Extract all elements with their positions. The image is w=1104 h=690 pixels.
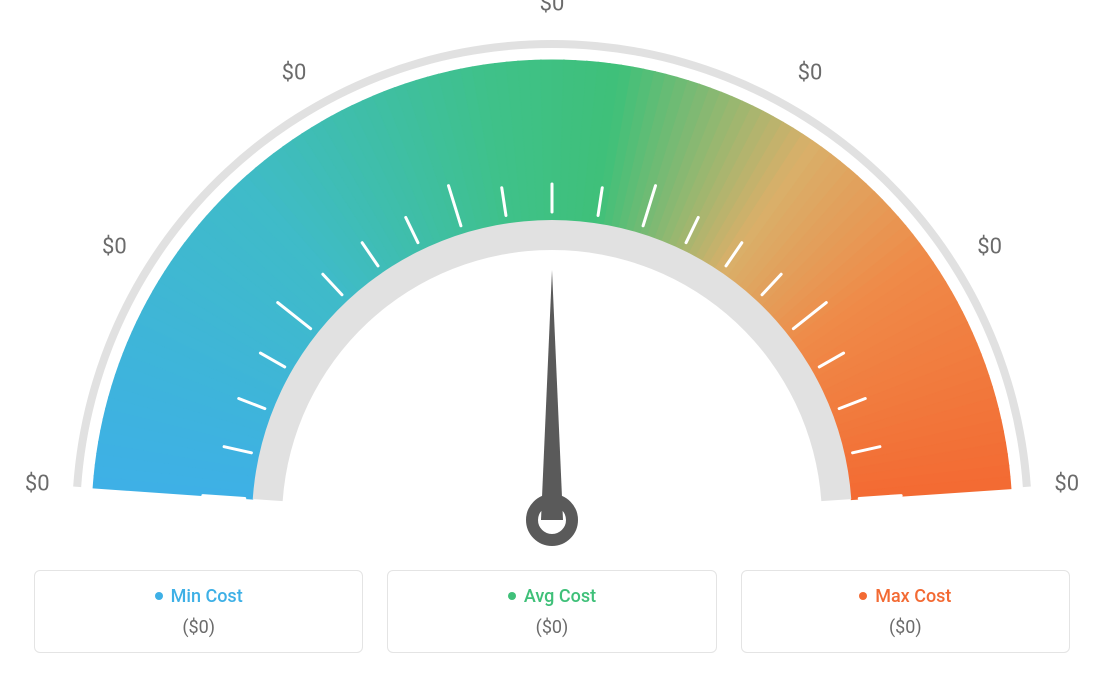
gauge-tick-label: $0 xyxy=(25,472,50,497)
gauge-tick-label: $0 xyxy=(282,61,307,86)
legend-bullet-max xyxy=(859,592,867,600)
gauge-tick-label: $0 xyxy=(540,0,565,17)
legend-value-max: ($0) xyxy=(752,617,1059,638)
legend-label-avg: Avg Cost xyxy=(524,586,596,607)
gauge-tick-label: $0 xyxy=(102,234,127,259)
legend-label-min: Min Cost xyxy=(171,586,243,607)
legend-value-min: ($0) xyxy=(45,617,352,638)
legend-value-avg: ($0) xyxy=(398,617,705,638)
cost-gauge-container: $0 $0 $0 $0 $0 $0 $0 Min Cost ($0) Avg Cost ($… xyxy=(0,0,1104,690)
legend-card-min: Min Cost ($0) xyxy=(34,570,363,653)
gauge-tick-label: $0 xyxy=(798,61,823,86)
gauge-chart: $0 $0 $0 $0 $0 $0 $0 xyxy=(0,0,1104,560)
legend-card-max: Max Cost ($0) xyxy=(741,570,1070,653)
legend-card-avg: Avg Cost ($0) xyxy=(387,570,716,653)
gauge-tick-label: $0 xyxy=(977,234,1002,259)
gauge-tick-label: $0 xyxy=(1054,472,1079,497)
legend-row: Min Cost ($0) Avg Cost ($0) Max Cost ($0… xyxy=(34,570,1070,653)
legend-bullet-avg xyxy=(508,592,516,600)
legend-bullet-min xyxy=(155,592,163,600)
legend-label-max: Max Cost xyxy=(875,586,951,607)
